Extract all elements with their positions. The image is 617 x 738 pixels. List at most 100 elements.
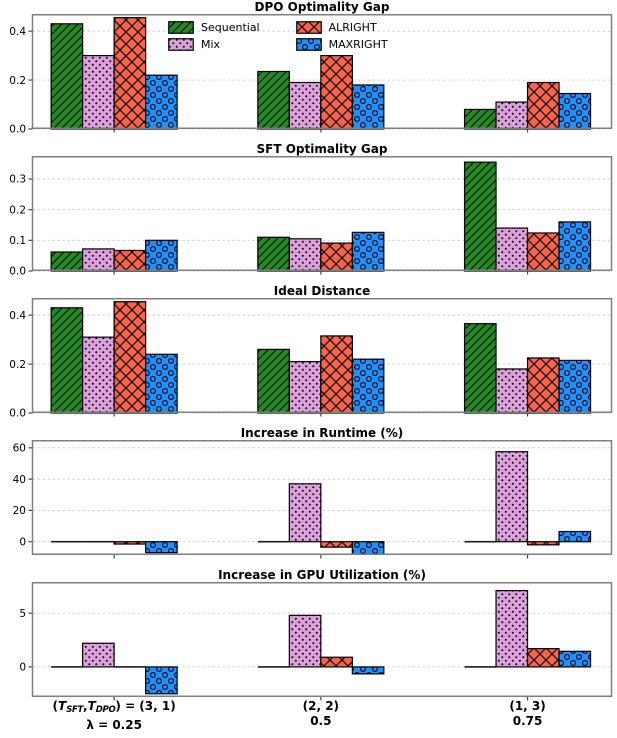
- bar-maxright-border: [558, 650, 592, 668]
- legend: Sequential Mix ALRIGHT MAXRIGHT: [168, 19, 388, 53]
- bar-sequential-hatch: [257, 237, 290, 271]
- bar-alright-border: [526, 541, 560, 546]
- bar-mix-border: [288, 483, 322, 543]
- y-tick-label: 5: [19, 608, 26, 620]
- bar-alright-hatch: [320, 55, 353, 129]
- bar-chart-runtime: 0 20 40 60: [13, 440, 613, 559]
- bar-mix-border: [82, 642, 115, 668]
- y-tick-label: 0.0: [9, 408, 26, 420]
- bar-mix: [82, 540, 115, 543]
- bar-mix-hatch: [496, 590, 528, 667]
- bar-maxright-hatch: [352, 541, 384, 555]
- plot-frame: [31, 14, 613, 129]
- plot-area: 0 20 40 60: [0, 440, 617, 559]
- bar-mix-hatch: [82, 643, 115, 667]
- panel-sft-optimality-gap: SFT Optimality Gap 0.0 0.1 0.2 0.3: [0, 142, 617, 278]
- bar-mix-hatch: [289, 615, 321, 667]
- bar-alright-hatch: [114, 17, 146, 129]
- legend-item-sequential: Sequential: [168, 21, 260, 34]
- bar-mix-hatch: [289, 238, 321, 271]
- bar-mix-hatch: [496, 102, 528, 129]
- x-axis-labels: (TSFT,TDPO) = (3, 1) λ = 0.25 (2, 2) 0.5 (1,…: [0, 697, 617, 737]
- bar-chart-dpo: 0.0 0.2 0.4: [9, 14, 613, 136]
- panel-ideal-distance: Ideal Distance 0.0 0.2 0.4: [0, 284, 617, 420]
- y-tick-label: 0.4: [9, 310, 26, 322]
- x-axis-group-label: (1, 3) 0.75: [509, 699, 545, 729]
- legend-swatch-cross-icon: [295, 21, 322, 34]
- bar-maxright-hatch: [145, 240, 178, 271]
- bar-sequential: [51, 540, 83, 543]
- bar-alright-border: [320, 656, 353, 668]
- bar-alright-hatch: [114, 301, 146, 413]
- legend-swatch-circles-icon: [295, 38, 322, 51]
- plot-frame: [31, 582, 613, 697]
- bar-mix-border: [495, 451, 529, 543]
- y-tick-label: 0.2: [9, 359, 26, 371]
- y-tick-label: 0.2: [9, 204, 26, 216]
- y-tick-label: 0.0: [9, 266, 26, 278]
- bar-sequential: [257, 540, 290, 543]
- y-tick-label: 60: [13, 443, 26, 455]
- bar-sequential-hatch: [51, 307, 83, 413]
- bar-sequential-hatch: [464, 162, 497, 271]
- bar-sequential-hatch: [51, 251, 83, 271]
- bar-sequential: [464, 540, 497, 543]
- bar-alright-hatch: [320, 335, 353, 413]
- legend-item-alright: ALRIGHT: [295, 21, 388, 34]
- y-tick-label: 0.0: [9, 124, 26, 136]
- x-group-label-line1: (1, 3): [509, 699, 546, 713]
- chart-title: Increase in GPU Utilization (%): [218, 568, 426, 582]
- chart-title: Increase in Runtime (%): [240, 426, 404, 440]
- bar-alright-hatch: [114, 250, 146, 271]
- bar-chart-ideal-distance: 0.0 0.2 0.4: [9, 298, 613, 420]
- plot-frame: [31, 440, 613, 555]
- bar-sequential: [464, 666, 497, 668]
- bar-mix-hatch: [289, 483, 321, 542]
- y-tick-label: 0.4: [9, 26, 26, 38]
- bar-alright-hatch: [114, 541, 146, 545]
- bar-alright: [114, 666, 146, 668]
- y-tick-label: 0: [19, 536, 26, 548]
- x-group-label-line1: (TSFT,TDPO) = (3, 1): [52, 699, 176, 715]
- x-axis-group-label: (TSFT,TDPO) = (3, 1) λ = 0.25: [53, 699, 176, 733]
- bar-alright-hatch: [320, 243, 353, 271]
- bar-alright-hatch: [527, 648, 560, 667]
- bar-mix-hatch: [82, 248, 115, 271]
- bar-maxright-border: [558, 530, 592, 543]
- legend-item-mix: Mix: [168, 38, 260, 51]
- bar-chart-sft: 0.0 0.1 0.2 0.3: [9, 156, 613, 278]
- bar-maxright-hatch: [352, 666, 384, 674]
- bar-maxright-border: [351, 666, 385, 675]
- legend-swatch-diagonal-icon: [168, 21, 194, 34]
- bar-mix-hatch: [496, 228, 528, 271]
- chart-title: DPO Optimality Gap: [254, 0, 390, 14]
- plot-area: 0.0 0.2 0.4: [0, 298, 617, 420]
- y-tick-label: 40: [13, 474, 26, 486]
- y-tick-label: 0.1: [9, 235, 26, 247]
- chart-title: SFT Optimality Gap: [256, 142, 388, 156]
- bar-maxright-hatch: [559, 221, 591, 271]
- y-tick-label: 0.2: [9, 75, 26, 87]
- bar-sequential: [257, 666, 290, 668]
- bar-chart-gpu: 05: [19, 582, 613, 701]
- bar-alright-hatch: [320, 541, 353, 548]
- x-group-label-line2: 0.75: [512, 714, 543, 728]
- bar-sequential-hatch: [464, 323, 497, 413]
- bar-maxright-border: [145, 541, 178, 554]
- x-group-label-line2: λ = 0.25: [86, 718, 142, 732]
- plot-frame: [31, 298, 613, 413]
- plot-frame: [31, 156, 613, 271]
- bar-maxright-hatch: [145, 541, 178, 553]
- legend-swatch-dots-icon: [168, 38, 194, 51]
- bar-maxright-hatch: [559, 531, 591, 542]
- bar-maxright-hatch: [559, 651, 591, 667]
- bar-mix-hatch: [289, 82, 321, 129]
- bar-maxright-hatch: [145, 75, 178, 129]
- plot-area: 0.0 0.1 0.2 0.3: [0, 156, 617, 278]
- bar-mix-hatch: [82, 55, 115, 129]
- bar-mix-border: [288, 614, 322, 668]
- bar-sequential-hatch: [257, 71, 290, 129]
- bar-maxright-hatch: [145, 666, 178, 694]
- bar-alright-hatch: [527, 232, 560, 271]
